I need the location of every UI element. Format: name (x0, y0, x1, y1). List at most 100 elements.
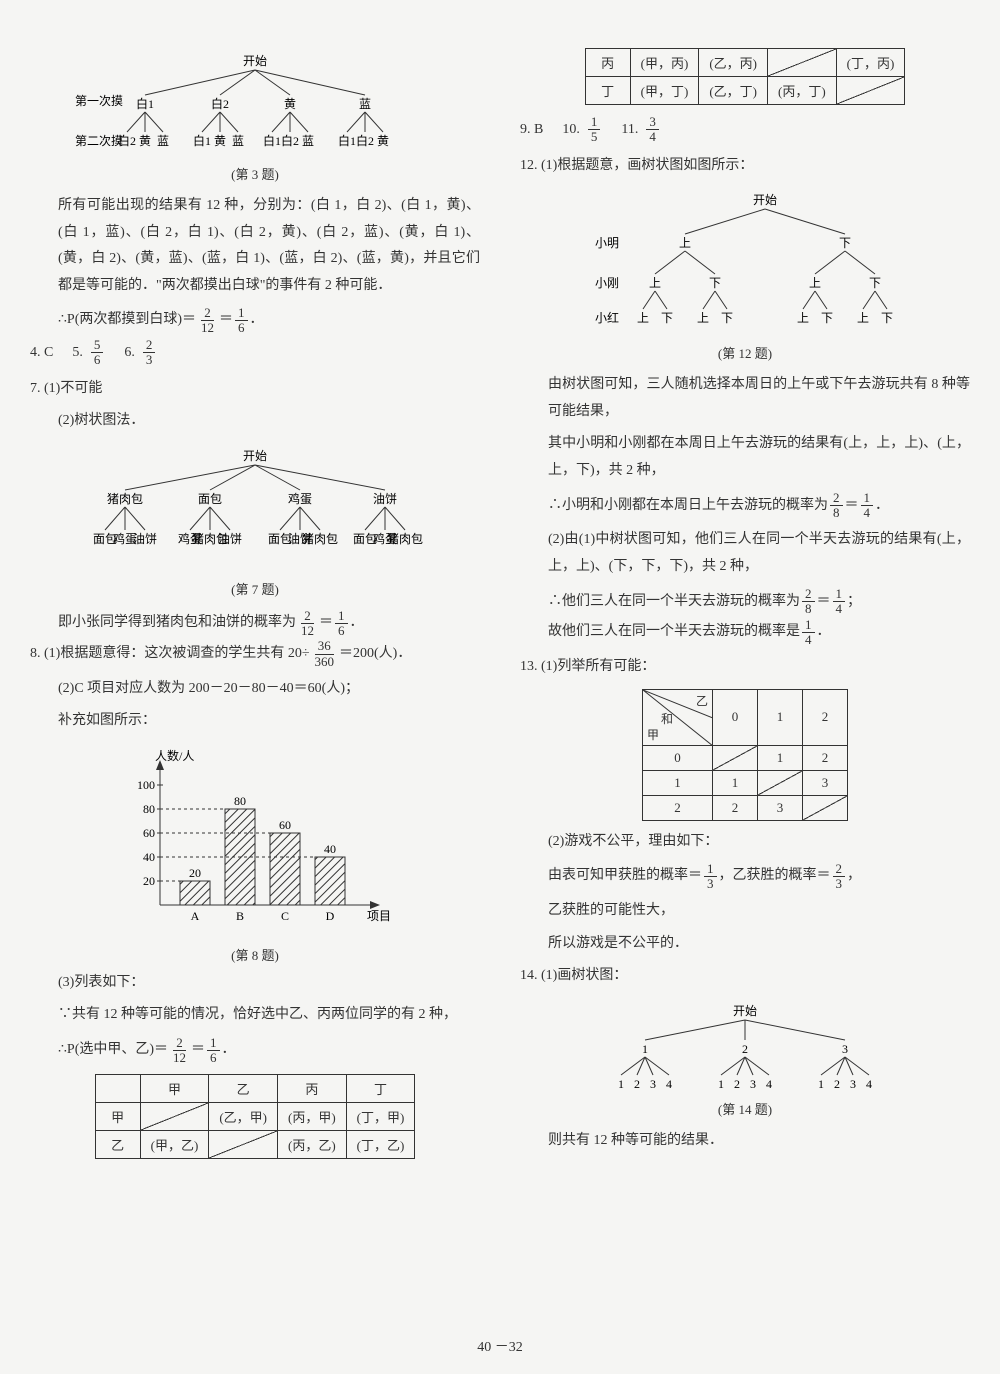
svg-text:上: 上 (637, 311, 649, 325)
svg-text:80: 80 (143, 802, 155, 816)
svg-text:白1: 白1 (136, 96, 154, 111)
table-row: 丙 (甲，丙) (乙，丙) (丁，丙) (585, 49, 905, 77)
svg-text:上: 上 (797, 311, 809, 325)
svg-text:上: 上 (697, 311, 709, 325)
item-6-prefix: 6. (124, 336, 135, 370)
table-row: 丁 (甲，丁) (乙，丁) (丙，丁) (585, 77, 905, 105)
q12-e: ∴他们三人在同一个半天去游玩的概率为 28 ＝ 14 ； (520, 587, 970, 618)
q12-f: 故他们三人在同一个半天去游玩的概率是 14 ． (520, 617, 970, 648)
table-row: 乙 和 甲 0 1 2 (643, 689, 848, 745)
q12-c: ∴小明和小刚都在本周日上午去游玩的概率为 28 ＝ 14 ． (520, 491, 970, 522)
svg-text:白1: 白1 (193, 133, 211, 148)
item-7-2: (2)树状图法． (30, 408, 480, 435)
q12-a: 由树状图可知，三人随机选择本周日的上午或下午去游玩共有 8 种等可能结果， (520, 372, 970, 425)
svg-text:猪肉包: 猪肉包 (387, 532, 423, 546)
svg-text:蓝: 蓝 (157, 134, 169, 148)
item-9: 9. B (520, 113, 543, 147)
svg-text:上: 上 (857, 311, 869, 325)
bar-chart-q8: 人数/人 项目 20 40 60 80 100 (115, 745, 395, 935)
table-row: 甲 (乙，甲) (丙，甲) (丁，甲) (95, 1102, 415, 1130)
item-7-1: 7. (1)不可能 (30, 376, 480, 403)
q12-1: 12. (1)根据题意，画树状图如图所示： (520, 153, 970, 180)
svg-text:开始: 开始 (753, 193, 777, 207)
svg-text:上: 上 (809, 276, 821, 290)
item-4: 4. C (30, 336, 53, 370)
svg-text:蓝: 蓝 (302, 134, 314, 148)
svg-text:4: 4 (766, 1077, 772, 1091)
table-row: 甲 乙 丙 丁 (95, 1074, 415, 1102)
svg-text:白2: 白2 (211, 96, 229, 111)
svg-text:下: 下 (709, 276, 721, 290)
q12-d: (2)由(1)中树状图可知，他们三人在同一个半天去游玩的结果有(上，上，上)、(… (520, 527, 970, 580)
svg-text:40: 40 (324, 842, 336, 856)
q13-2b: 由表可知甲获胜的概率＝ 13 ，乙获胜的概率＝ 23 ， (520, 861, 970, 892)
item-5-prefix: 5. (72, 336, 83, 370)
svg-text:A: A (191, 909, 200, 923)
svg-text:下: 下 (881, 311, 893, 325)
svg-text:黄: 黄 (139, 134, 151, 148)
left-column: 开始 第一次摸 白1 白2 黄 蓝 第二次摸 白2 黄 蓝 白1 黄 蓝 白1 (30, 40, 490, 1334)
svg-text:20: 20 (189, 866, 201, 880)
tree-q12-svg: 开始 小明 上 下 小刚 上 下 上 下 小红 上下 (555, 189, 935, 339)
svg-text:白1: 白1 (338, 133, 356, 148)
q14-p: 则共有 12 种等可能的结果． (520, 1128, 970, 1155)
q8-2: (2)C 项目对应人数为 200－20－80－40＝60(人)； (30, 676, 480, 703)
svg-text:2: 2 (734, 1077, 740, 1091)
tree-q14-caption: (第 14 题) (520, 1099, 970, 1118)
tree-q3-svg: 开始 第一次摸 白1 白2 黄 蓝 第二次摸 白2 黄 蓝 白1 黄 蓝 白1 (65, 50, 445, 160)
right-column: 丙 (甲，丙) (乙，丙) (丁，丙) 丁 (甲，丁) (乙，丁) (丙，丁) … (510, 40, 970, 1334)
tree-q14: 开始 1 2 3 1234 1234 1234 (第 14 题) (520, 1000, 970, 1118)
svg-text:C: C (281, 909, 289, 923)
q13-2: (2)游戏不公平，理由如下： (520, 829, 970, 856)
svg-text:40: 40 (143, 850, 155, 864)
q13-2c: 乙获胜的可能性大， (520, 898, 970, 925)
svg-text:2: 2 (834, 1077, 840, 1091)
tree-q3-caption: (第 3 题) (30, 164, 480, 183)
q8-3: (3)列表如下： (30, 970, 480, 997)
svg-text:3: 3 (750, 1077, 756, 1091)
tree-q3: 开始 第一次摸 白1 白2 黄 蓝 第二次摸 白2 黄 蓝 白1 黄 蓝 白1 (30, 50, 480, 183)
table-q8-cont: 丙 (甲，丙) (乙，丙) (丁，丙) 丁 (甲，丁) (乙，丁) (丙，丁) (585, 48, 906, 105)
q8-3c: ∴P(选中甲、乙)＝ 212 ＝ 16 ． (30, 1035, 480, 1066)
svg-text:鸡蛋: 鸡蛋 (288, 491, 312, 506)
svg-text:80: 80 (234, 794, 246, 808)
tree-q12: 开始 小明 上 下 小刚 上 下 上 下 小红 上下 (520, 189, 970, 362)
svg-text:4: 4 (866, 1077, 872, 1091)
q14-1: 14. (1)画树状图： (520, 963, 970, 990)
items-9-10-11: 9. B 10. 15 11. 34 (520, 113, 970, 147)
svg-text:蓝: 蓝 (232, 134, 244, 148)
table-q8: 甲 乙 丙 丁 甲 (乙，甲) (丙，甲) (丁，甲) 乙 (甲，乙) (丙，乙… (95, 1074, 416, 1159)
svg-text:1: 1 (618, 1077, 624, 1091)
svg-text:小明: 小明 (595, 236, 619, 250)
svg-text:油饼: 油饼 (133, 532, 157, 546)
tree-q12-caption: (第 12 题) (520, 343, 970, 362)
svg-text:下: 下 (721, 311, 733, 325)
svg-text:猪肉包: 猪肉包 (302, 532, 338, 546)
svg-text:下: 下 (839, 236, 851, 250)
q12-b: 其中小明和小刚都在本周日上午去游玩的结果有(上，上，上)、(上，上，下)，共 2… (520, 431, 970, 484)
svg-text:2: 2 (742, 1042, 748, 1056)
svg-text:白2: 白2 (118, 133, 136, 148)
table-row: 乙 (甲，乙) (丙，乙) (丁，乙) (95, 1130, 415, 1158)
svg-text:小刚: 小刚 (595, 276, 619, 290)
svg-text:白1: 白1 (263, 133, 281, 148)
svg-text:黄: 黄 (284, 97, 296, 111)
q8-2b: 补充如图所示： (30, 708, 480, 735)
svg-text:上: 上 (679, 236, 691, 250)
tree-q3-row1-label: 第一次摸 (75, 94, 123, 108)
tree-q7: 开始 猪肉包 面包 鸡蛋 油饼 面包鸡蛋油饼 鸡蛋猪肉包油饼 面包油饼猪肉包 面… (30, 445, 480, 598)
table-q13: 乙 和 甲 0 1 2 0 1 2 1 1 3 2 2 3 (642, 689, 848, 821)
svg-text:3: 3 (650, 1077, 656, 1091)
svg-text:下: 下 (869, 276, 881, 290)
svg-text:1: 1 (718, 1077, 724, 1091)
table-row: 2 2 3 (643, 795, 848, 820)
item-10-prefix: 10. (562, 113, 580, 147)
svg-text:白2: 白2 (356, 133, 374, 148)
tree-q3-row2-label: 第二次摸 (75, 134, 123, 148)
svg-text:60: 60 (279, 818, 291, 832)
svg-text:100: 100 (137, 778, 155, 792)
svg-text:面包: 面包 (198, 492, 222, 506)
tree-q7-caption: (第 7 题) (30, 579, 480, 598)
svg-text:上: 上 (649, 276, 661, 290)
q7-formula: 即小张同学得到猪肉包和油饼的概率为 212 ＝ 16 ． (30, 608, 480, 639)
